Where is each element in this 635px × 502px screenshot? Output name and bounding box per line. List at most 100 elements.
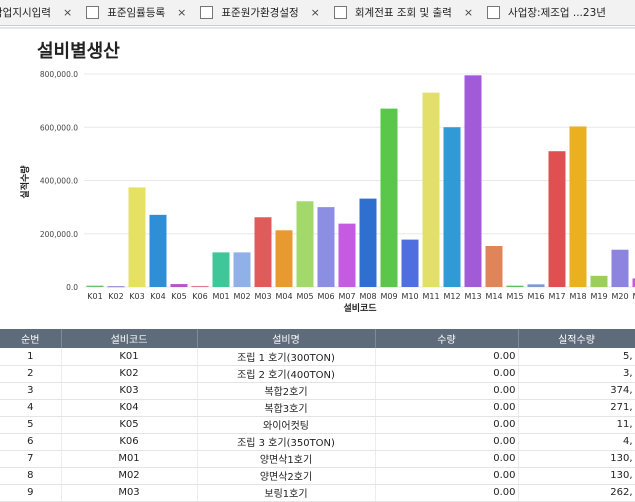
bar-m14[interactable] xyxy=(486,246,503,287)
bar-k06[interactable] xyxy=(192,286,209,287)
bar-m11[interactable] xyxy=(423,93,440,287)
cell-seq[interactable]: 9 xyxy=(0,484,61,501)
bar-m04[interactable] xyxy=(276,230,293,287)
cell-seq[interactable]: 1 xyxy=(0,348,61,365)
bar-m12[interactable] xyxy=(444,127,461,287)
bar-k03[interactable] xyxy=(129,187,146,287)
col-header-equipment-code[interactable]: 설비코드 xyxy=(61,329,197,348)
cell-actual-quantity[interactable]: 130, xyxy=(518,450,635,467)
cell-seq[interactable]: 5 xyxy=(0,416,61,433)
bar-m05[interactable] xyxy=(297,201,314,287)
bar-m02[interactable] xyxy=(234,252,251,287)
cell-equipment-name[interactable]: 조립 3 호기(350TON) xyxy=(197,433,375,450)
cell-actual-quantity[interactable]: 374, xyxy=(518,382,635,399)
cell-quantity[interactable]: 0.00 xyxy=(375,484,518,501)
bar-k02[interactable] xyxy=(108,286,125,287)
close-icon[interactable]: × xyxy=(311,6,320,19)
cell-quantity[interactable]: 0.00 xyxy=(375,399,518,416)
cell-seq[interactable]: 8 xyxy=(0,467,61,484)
bar-m20[interactable] xyxy=(612,250,629,287)
tab-work-order-entry[interactable]: 작업지시입력 × xyxy=(0,0,86,26)
bar-m15[interactable] xyxy=(507,286,524,287)
bar-m09[interactable] xyxy=(381,109,398,287)
cell-equipment-code[interactable]: M02 xyxy=(61,467,197,484)
cell-equipment-code[interactable]: M03 xyxy=(61,484,197,501)
cell-equipment-name[interactable]: 조립 1 호기(300TON) xyxy=(197,348,375,365)
cell-quantity[interactable]: 0.00 xyxy=(375,382,518,399)
cell-quantity[interactable]: 0.00 xyxy=(375,416,518,433)
bar-m18[interactable] xyxy=(570,126,587,287)
bar-k05[interactable] xyxy=(171,284,188,287)
cell-seq[interactable]: 2 xyxy=(0,365,61,382)
bar-m01[interactable] xyxy=(213,252,230,287)
cell-actual-quantity[interactable]: 262, xyxy=(518,484,635,501)
bar-m07[interactable] xyxy=(339,224,356,287)
tab-checkbox[interactable] xyxy=(200,6,213,19)
tab-checkbox[interactable] xyxy=(86,6,99,19)
cell-quantity[interactable]: 0.00 xyxy=(375,433,518,450)
bar-m06[interactable] xyxy=(318,207,335,287)
cell-equipment-name[interactable]: 양면삭2호기 xyxy=(197,467,375,484)
bar-m03[interactable] xyxy=(255,217,272,287)
close-icon[interactable]: × xyxy=(177,6,186,19)
cell-actual-quantity[interactable]: 11, xyxy=(518,416,635,433)
cell-equipment-code[interactable]: K01 xyxy=(61,348,197,365)
cell-seq[interactable]: 3 xyxy=(0,382,61,399)
cell-equipment-name[interactable]: 복합2호기 xyxy=(197,382,375,399)
cell-equipment-code[interactable]: K04 xyxy=(61,399,197,416)
col-header-actual-quantity[interactable]: 실적수량 xyxy=(518,329,635,348)
cell-equipment-name[interactable]: 보링1호기 xyxy=(197,484,375,501)
col-header-seq[interactable]: 순번 xyxy=(0,329,61,348)
cell-equipment-code[interactable]: K03 xyxy=(61,382,197,399)
cell-actual-quantity[interactable]: 5, xyxy=(518,348,635,365)
cell-seq[interactable]: 7 xyxy=(0,450,61,467)
bar-m16[interactable] xyxy=(528,284,545,287)
cell-actual-quantity[interactable]: 4, xyxy=(518,433,635,450)
cell-equipment-code[interactable]: K06 xyxy=(61,433,197,450)
cell-quantity[interactable]: 0.00 xyxy=(375,365,518,382)
tab-accounting-voucher[interactable]: 회계전표 조회 및 출력 × xyxy=(334,0,487,26)
tab-checkbox[interactable] xyxy=(487,6,500,19)
col-header-equipment-name[interactable]: 설비명 xyxy=(197,329,375,348)
tab-business-site[interactable]: 사업장:제조업 ...23년 xyxy=(487,0,606,26)
bar-m17[interactable] xyxy=(549,151,566,287)
cell-seq[interactable]: 4 xyxy=(0,399,61,416)
close-icon[interactable]: × xyxy=(63,6,72,19)
x-axis-label: 설비코드 xyxy=(343,302,377,314)
cell-equipment-code[interactable]: K05 xyxy=(61,416,197,433)
bar-k04[interactable] xyxy=(150,215,167,287)
cell-actual-quantity[interactable]: 271, xyxy=(518,399,635,416)
bar-k01[interactable] xyxy=(87,286,104,287)
cell-actual-quantity[interactable]: 130, xyxy=(518,467,635,484)
bar-m13[interactable] xyxy=(465,75,482,287)
tab-checkbox[interactable] xyxy=(334,6,347,19)
cell-quantity[interactable]: 0.00 xyxy=(375,348,518,365)
bar-m10[interactable] xyxy=(402,240,419,287)
col-header-quantity[interactable]: 수량 xyxy=(375,329,518,348)
cell-equipment-name[interactable]: 복합3호기 xyxy=(197,399,375,416)
bar-m08[interactable] xyxy=(360,199,377,287)
cell-quantity[interactable]: 0.00 xyxy=(375,450,518,467)
tab-standard-cost-settings[interactable]: 표준원가환경설정 × xyxy=(200,0,334,26)
tab-standard-wage-registration[interactable]: 표준임률등록 × xyxy=(86,0,200,26)
close-icon[interactable]: × xyxy=(464,6,473,19)
bar-m19[interactable] xyxy=(591,276,608,287)
cell-actual-quantity[interactable]: 3, xyxy=(518,365,635,382)
x-tick-label: M18 xyxy=(569,292,586,301)
cell-seq[interactable]: 6 xyxy=(0,433,61,450)
cell-equipment-code[interactable]: M01 xyxy=(61,450,197,467)
cell-equipment-name[interactable]: 양면삭1호기 xyxy=(197,450,375,467)
cell-equipment-name[interactable]: 와이어컷팅 xyxy=(197,416,375,433)
cell-quantity[interactable]: 0.00 xyxy=(375,467,518,484)
cell-equipment-code[interactable]: K02 xyxy=(61,365,197,382)
cell-equipment-name[interactable]: 조립 2 호기(400TON) xyxy=(197,365,375,382)
